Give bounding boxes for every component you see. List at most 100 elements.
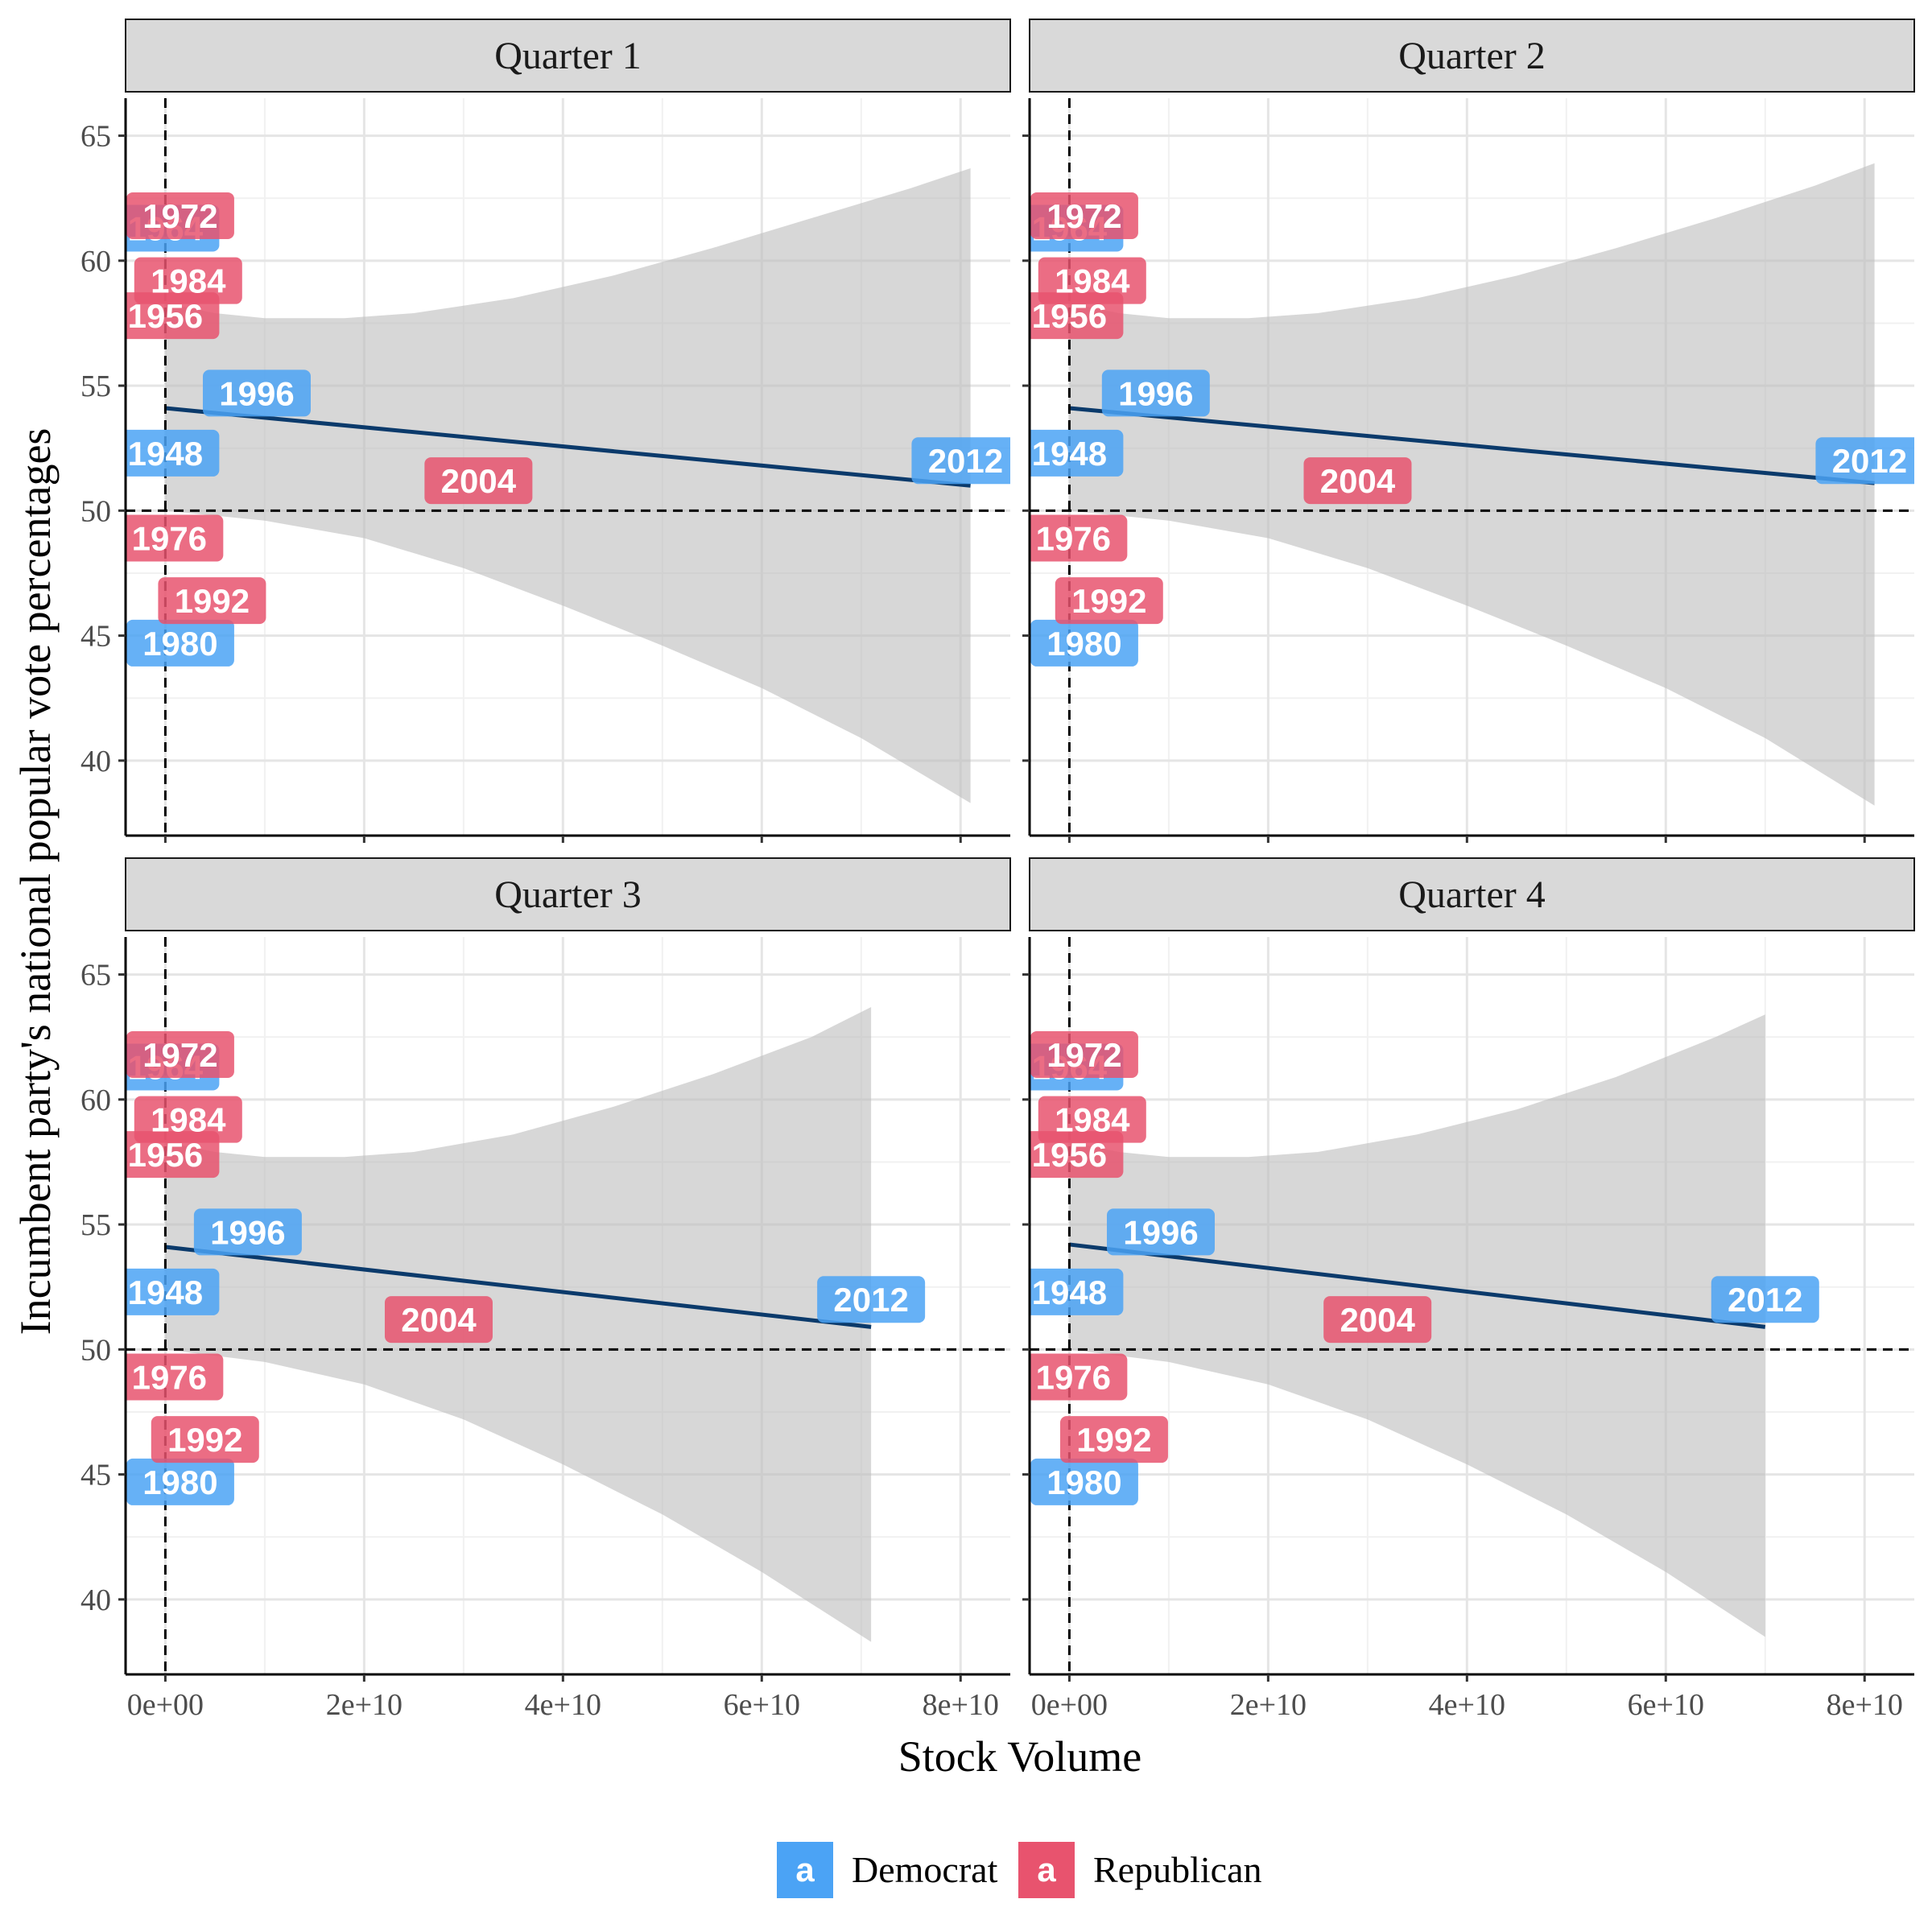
point-label-box <box>126 1268 220 1315</box>
y-tick-label: 60 <box>80 1084 111 1117</box>
point-label-1976: 1976 <box>126 514 224 562</box>
confidence-band <box>165 167 971 803</box>
point-label-1948: 1948 <box>1030 1268 1124 1315</box>
point-label-1984: 1984 <box>1038 257 1146 304</box>
point-label-box <box>126 1353 224 1401</box>
point-label-box <box>1030 1353 1128 1401</box>
point-label-text: 2004 <box>441 462 517 500</box>
point-label-text: 1976 <box>1036 1358 1111 1396</box>
point-label-1948: 1948 <box>126 429 220 477</box>
point-label-text: 1984 <box>1055 1101 1130 1139</box>
point-label-text: 1972 <box>1046 197 1121 235</box>
point-label-1948: 1948 <box>1030 429 1124 477</box>
point-label-box <box>424 457 533 505</box>
y-tick-label: 40 <box>80 745 111 778</box>
point-label-text: 1976 <box>132 1358 207 1396</box>
x-tick-label: 0e+00 <box>1031 1688 1108 1722</box>
point-label-box <box>1030 619 1138 667</box>
point-label-box <box>134 1096 242 1143</box>
point-label-1992: 1992 <box>1059 1416 1168 1463</box>
point-label-2004: 2004 <box>424 457 533 505</box>
point-label-text: 2004 <box>401 1301 477 1339</box>
facet-panel-1: Quarter 11948195619641972197619801984199… <box>80 19 1011 843</box>
facet-strip <box>125 19 1011 93</box>
facet-label: Quarter 2 <box>1398 35 1546 77</box>
point-label-box <box>1055 577 1163 625</box>
point-label-box <box>126 1458 234 1505</box>
point-labels: 1948195619641972197619801984199219962004… <box>126 192 1010 667</box>
y-tick-label: 65 <box>80 959 111 993</box>
point-label-1996: 1996 <box>193 1208 302 1256</box>
point-label-box <box>1815 437 1914 485</box>
x-tick-label: 4e+10 <box>1429 1688 1505 1722</box>
facet-label: Quarter 4 <box>1398 873 1546 916</box>
confidence-band <box>1069 163 1875 806</box>
point-label-1972: 1972 <box>1030 192 1138 239</box>
legend-item-democrat: a Democrat <box>777 1842 998 1898</box>
point-label-box <box>1030 429 1124 477</box>
point-label-1992: 1992 <box>151 1416 259 1463</box>
point-label-2004: 2004 <box>1303 457 1412 505</box>
point-label-2012: 2012 <box>817 1276 926 1323</box>
x-tick-label: 8e+10 <box>923 1688 999 1722</box>
x-tick-label: 4e+10 <box>525 1688 601 1722</box>
facet-strip <box>125 857 1011 931</box>
regression-line <box>165 406 971 488</box>
point-label-box <box>1030 1458 1138 1505</box>
point-label-text: 2004 <box>1320 462 1396 500</box>
point-label-text: 1984 <box>1055 262 1130 300</box>
point-label-text: 1984 <box>151 262 226 300</box>
point-label-1972: 1972 <box>126 1030 234 1078</box>
point-label-1980: 1980 <box>1030 1458 1138 1505</box>
point-label-text: 1996 <box>210 1213 285 1251</box>
facet-panel-3: Quarter 31948195619641972197619801984199… <box>80 857 1011 1722</box>
point-label-text: 1976 <box>1036 519 1111 557</box>
point-labels: 1948195619641972197619801984199219962004… <box>1030 1030 1819 1505</box>
point-label-text: 2012 <box>833 1281 908 1319</box>
regression-line <box>1069 406 1875 485</box>
point-label-text: 1972 <box>142 197 217 235</box>
y-tick-label: 55 <box>80 369 111 403</box>
point-label-1972: 1972 <box>126 192 234 239</box>
point-labels: 1948195619641972197619801984199219962004… <box>126 1030 926 1505</box>
point-labels: 1948195619641972197619801984199219962004… <box>1030 192 1914 667</box>
point-label-box <box>193 1208 302 1256</box>
point-label-box <box>1030 1030 1138 1078</box>
y-tick-label: 60 <box>80 245 111 279</box>
point-label-1996: 1996 <box>1106 1208 1215 1256</box>
legend-key <box>777 1842 833 1898</box>
legend-label: Democrat <box>852 1849 998 1890</box>
point-label-text: 2012 <box>928 442 1003 480</box>
facet-panel-4: Quarter 41948195619641972197619801984199… <box>1022 857 1915 1722</box>
x-tick-label: 0e+00 <box>127 1688 204 1722</box>
x-tick-label: 6e+10 <box>1628 1688 1704 1722</box>
confidence-band <box>165 1006 872 1642</box>
point-label-text: 1980 <box>1046 625 1121 663</box>
point-label-text: 1948 <box>128 435 203 473</box>
point-label-1996: 1996 <box>1101 369 1210 417</box>
point-label-1976: 1976 <box>1030 514 1128 562</box>
x-tick-label: 6e+10 <box>724 1688 800 1722</box>
point-label-box <box>1106 1208 1215 1256</box>
point-label-text: 1980 <box>142 1463 217 1501</box>
point-label-text: 1984 <box>151 1101 226 1139</box>
point-label-1984: 1984 <box>1038 1096 1146 1143</box>
facet-panel-2: Quarter 21948195619641972197619801984199… <box>1022 19 1915 843</box>
y-tick-label: 50 <box>80 1333 111 1367</box>
point-label-text: 1992 <box>175 582 250 620</box>
regression-line <box>165 1245 872 1329</box>
y-axis-title: Incumbent party's national popular vote … <box>11 428 60 1335</box>
point-label-1984: 1984 <box>134 257 242 304</box>
point-label-box <box>1323 1296 1432 1344</box>
point-label-box <box>1059 1416 1168 1463</box>
legend-item-republican: a Republican <box>1018 1842 1262 1898</box>
point-label-1980: 1980 <box>126 619 234 667</box>
point-label-box <box>911 437 1010 485</box>
point-label-text: 1996 <box>1123 1213 1198 1251</box>
y-tick-label: 55 <box>80 1208 111 1242</box>
point-label-text: 1992 <box>1076 1421 1151 1459</box>
legend: a Democrat a Republican <box>777 1842 1262 1898</box>
facet-strip <box>1029 19 1915 93</box>
